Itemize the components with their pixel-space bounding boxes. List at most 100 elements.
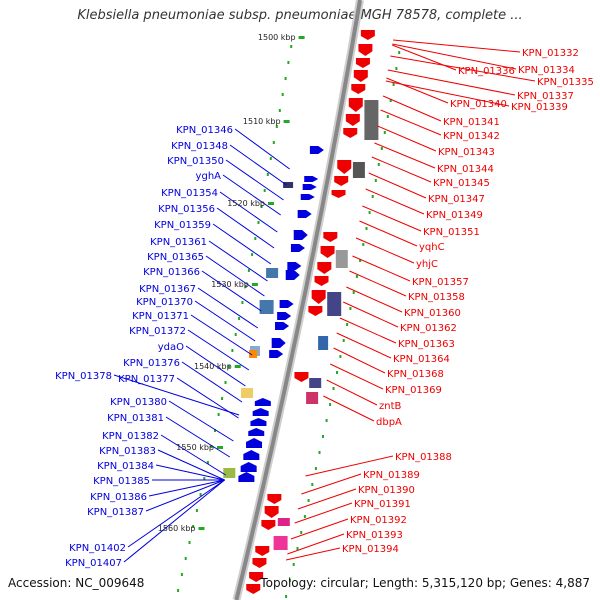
- gene-feature[interactable]: [297, 210, 312, 218]
- gene-block[interactable]: [241, 388, 253, 398]
- gene-label-left[interactable]: KPN_01346: [176, 125, 233, 136]
- gene-label-right[interactable]: KPN_01349: [426, 210, 483, 221]
- gene-label-right[interactable]: KPN_01388: [395, 452, 452, 463]
- gene-block[interactable]: [259, 300, 274, 314]
- gene-feature[interactable]: [261, 520, 276, 530]
- gene-label-right[interactable]: KPN_01393: [346, 530, 403, 541]
- gene-block[interactable]: [266, 268, 279, 278]
- gene-label-left[interactable]: KPN_01361: [150, 237, 207, 248]
- gene-feature[interactable]: [264, 506, 279, 518]
- gene-label-right[interactable]: KPN_01392: [350, 515, 407, 526]
- gene-label-left[interactable]: KPN_01371: [132, 311, 189, 322]
- gene-feature[interactable]: [308, 306, 323, 316]
- gene-block[interactable]: [352, 162, 365, 178]
- gene-feature[interactable]: [275, 322, 290, 330]
- gene-label-right[interactable]: KPN_01343: [438, 147, 495, 158]
- gene-label-left[interactable]: KPN_01365: [147, 252, 204, 263]
- gene-label-right[interactable]: KPN_01335: [537, 77, 594, 88]
- gene-feature[interactable]: [300, 194, 315, 200]
- gene-label-left[interactable]: KPN_01354: [161, 188, 218, 199]
- gene-label-left[interactable]: KPN_01348: [171, 141, 228, 152]
- gene-block[interactable]: [283, 182, 294, 188]
- gene-block[interactable]: [277, 518, 290, 526]
- gene-label-right[interactable]: KPN_01351: [423, 227, 480, 238]
- gene-label-right[interactable]: KPN_01360: [404, 308, 461, 319]
- gene-label-right[interactable]: KPN_01339: [511, 102, 568, 113]
- gene-label-right[interactable]: KPN_01394: [342, 544, 399, 555]
- gene-label-right[interactable]: KPN_01336: [458, 66, 515, 77]
- gene-label-left[interactable]: KPN_01370: [136, 297, 193, 308]
- gene-feature[interactable]: [358, 44, 373, 56]
- gene-label-right[interactable]: KPN_01363: [398, 339, 455, 350]
- gene-label-right[interactable]: zntB: [379, 401, 402, 412]
- gene-label-left[interactable]: KPN_01383: [99, 446, 156, 457]
- gene-label-left[interactable]: KPN_01367: [139, 284, 196, 295]
- gene-feature[interactable]: [238, 472, 255, 482]
- gene-block[interactable]: [306, 392, 319, 404]
- gene-feature[interactable]: [246, 584, 261, 594]
- gene-label-left[interactable]: KPN_01350: [167, 156, 224, 167]
- gene-feature[interactable]: [331, 190, 346, 198]
- gene-feature[interactable]: [320, 246, 335, 258]
- gene-label-left[interactable]: KPN_01381: [107, 413, 164, 424]
- gene-label-left[interactable]: KPN_01407: [65, 558, 122, 569]
- gene-feature[interactable]: [302, 184, 317, 190]
- gene-feature[interactable]: [277, 312, 292, 320]
- gene-block[interactable]: [223, 468, 236, 478]
- gene-feature[interactable]: [334, 176, 349, 186]
- gene-label-right[interactable]: KPN_01390: [358, 485, 415, 496]
- gene-label-right[interactable]: yhjC: [416, 259, 438, 270]
- gene-feature[interactable]: [317, 262, 332, 274]
- gene-label-left[interactable]: KPN_01380: [110, 397, 167, 408]
- gene-label-left[interactable]: KPN_01377: [118, 374, 175, 385]
- gene-block[interactable]: [249, 350, 258, 358]
- gene-block[interactable]: [364, 100, 379, 140]
- gene-block[interactable]: [327, 292, 342, 316]
- gene-feature[interactable]: [309, 146, 324, 154]
- gene-label-left[interactable]: KPN_01378: [55, 371, 112, 382]
- gene-label-right[interactable]: KPN_01344: [437, 164, 494, 175]
- gene-feature[interactable]: [279, 300, 294, 308]
- gene-label-left[interactable]: KPN_01376: [123, 358, 180, 369]
- gene-feature[interactable]: [252, 408, 269, 416]
- gene-label-left[interactable]: yghA: [196, 171, 222, 182]
- gene-label-left[interactable]: KPN_01366: [143, 267, 200, 278]
- gene-label-right[interactable]: KPN_01389: [363, 470, 420, 481]
- gene-feature[interactable]: [252, 558, 267, 568]
- gene-label-right[interactable]: KPN_01345: [433, 178, 490, 189]
- gene-feature[interactable]: [304, 176, 319, 182]
- gene-feature[interactable]: [248, 428, 265, 436]
- gene-label-left[interactable]: KPN_01387: [87, 507, 144, 518]
- gene-label-left[interactable]: KPN_01372: [129, 326, 186, 337]
- gene-feature[interactable]: [355, 58, 370, 68]
- gene-feature[interactable]: [343, 128, 358, 138]
- gene-block[interactable]: [318, 336, 329, 350]
- gene-feature[interactable]: [246, 438, 263, 448]
- gene-feature[interactable]: [360, 30, 375, 40]
- gene-label-right[interactable]: KPN_01364: [393, 354, 450, 365]
- gene-feature[interactable]: [287, 262, 302, 270]
- gene-feature[interactable]: [348, 98, 363, 112]
- gene-label-right[interactable]: KPN_01368: [387, 369, 444, 380]
- gene-label-left[interactable]: KPN_01402: [69, 543, 126, 554]
- gene-block[interactable]: [273, 536, 288, 550]
- gene-feature[interactable]: [314, 276, 329, 286]
- gene-label-right[interactable]: KPN_01362: [400, 323, 457, 334]
- gene-label-right[interactable]: yqhC: [419, 242, 445, 253]
- gene-label-right[interactable]: KPN_01358: [408, 292, 465, 303]
- gene-feature[interactable]: [267, 494, 282, 504]
- gene-label-left[interactable]: KPN_01382: [102, 431, 159, 442]
- gene-feature[interactable]: [290, 244, 305, 252]
- gene-label-right[interactable]: KPN_01337: [517, 91, 574, 102]
- gene-feature[interactable]: [337, 160, 352, 174]
- gene-label-left[interactable]: KPN_01384: [97, 461, 154, 472]
- gene-label-right[interactable]: KPN_01341: [443, 117, 500, 128]
- gene-feature[interactable]: [345, 114, 360, 126]
- gene-feature[interactable]: [294, 372, 309, 382]
- gene-feature[interactable]: [255, 546, 270, 556]
- gene-feature[interactable]: [250, 418, 267, 426]
- gene-label-left[interactable]: KPN_01359: [154, 220, 211, 231]
- gene-feature[interactable]: [293, 230, 308, 240]
- gene-label-left[interactable]: KPN_01356: [158, 204, 215, 215]
